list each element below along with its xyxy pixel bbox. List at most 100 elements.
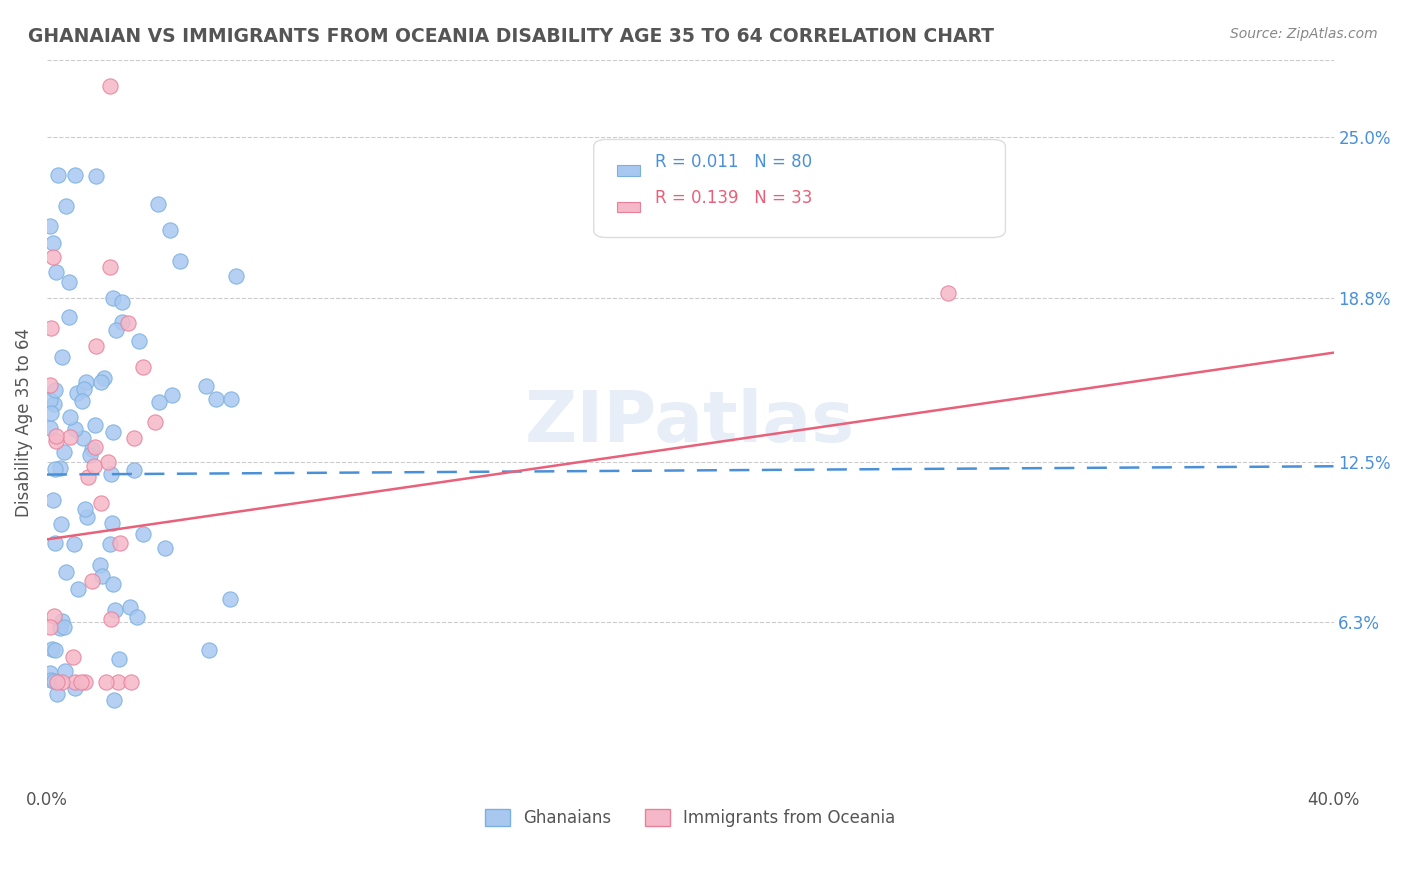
Ghanaians bbox=[55, 199, 77, 213]
Ghanaians bbox=[58, 275, 80, 289]
Immigrants from Oceania bbox=[42, 250, 65, 264]
Ghanaians bbox=[55, 566, 77, 580]
Ghanaians bbox=[105, 323, 128, 337]
Immigrants from Oceania bbox=[143, 415, 166, 429]
Text: Source: ZipAtlas.com: Source: ZipAtlas.com bbox=[1230, 27, 1378, 41]
Ghanaians bbox=[58, 310, 80, 324]
Ghanaians bbox=[73, 501, 96, 516]
Ghanaians bbox=[39, 673, 62, 688]
Ghanaians bbox=[65, 422, 87, 436]
Immigrants from Oceania bbox=[42, 608, 65, 623]
Ghanaians bbox=[132, 527, 155, 541]
Ghanaians bbox=[79, 448, 101, 462]
Immigrants from Oceania bbox=[120, 675, 142, 690]
Immigrants from Oceania bbox=[124, 430, 146, 444]
Ghanaians bbox=[44, 536, 66, 550]
Ghanaians bbox=[128, 334, 150, 348]
Ghanaians bbox=[49, 620, 72, 634]
Ghanaians bbox=[103, 692, 125, 706]
Immigrants from Oceania bbox=[73, 675, 96, 690]
Immigrants from Oceania bbox=[936, 285, 959, 300]
Ghanaians bbox=[219, 592, 242, 607]
Immigrants from Oceania bbox=[110, 535, 132, 549]
Ghanaians bbox=[62, 537, 84, 551]
Ghanaians bbox=[148, 196, 170, 211]
Ghanaians bbox=[195, 379, 218, 393]
Ghanaians bbox=[100, 516, 122, 530]
Immigrants from Oceania bbox=[98, 78, 121, 93]
Ghanaians bbox=[59, 410, 82, 425]
Immigrants from Oceania bbox=[45, 429, 67, 443]
Ghanaians bbox=[49, 461, 72, 475]
Ghanaians bbox=[52, 620, 75, 634]
Immigrants from Oceania bbox=[39, 620, 62, 634]
Ghanaians bbox=[52, 445, 75, 459]
Immigrants from Oceania bbox=[45, 434, 67, 449]
Ghanaians bbox=[39, 392, 62, 407]
Immigrants from Oceania bbox=[46, 675, 69, 690]
Immigrants from Oceania bbox=[96, 675, 118, 690]
Ghanaians bbox=[63, 168, 86, 182]
Ghanaians bbox=[205, 392, 228, 406]
FancyBboxPatch shape bbox=[617, 202, 640, 212]
Ghanaians bbox=[73, 382, 96, 396]
Ghanaians bbox=[219, 392, 242, 407]
Ghanaians bbox=[111, 295, 134, 310]
Immigrants from Oceania bbox=[65, 675, 87, 690]
Immigrants from Oceania bbox=[39, 320, 62, 334]
FancyBboxPatch shape bbox=[617, 165, 640, 176]
Immigrants from Oceania bbox=[62, 649, 84, 664]
Ghanaians bbox=[42, 397, 65, 411]
Ghanaians bbox=[100, 467, 122, 482]
Ghanaians bbox=[122, 463, 145, 477]
FancyBboxPatch shape bbox=[593, 139, 1005, 237]
Ghanaians bbox=[118, 600, 141, 615]
Ghanaians bbox=[84, 417, 107, 432]
Immigrants from Oceania bbox=[80, 574, 103, 589]
Ghanaians bbox=[160, 388, 183, 402]
Immigrants from Oceania bbox=[97, 455, 120, 469]
Ghanaians bbox=[72, 394, 94, 409]
Ghanaians bbox=[110, 315, 132, 329]
Immigrants from Oceania bbox=[39, 378, 62, 392]
Immigrants from Oceania bbox=[51, 675, 73, 690]
Immigrants from Oceania bbox=[83, 458, 105, 473]
Text: ZIPatlas: ZIPatlas bbox=[524, 388, 855, 458]
Immigrants from Oceania bbox=[107, 675, 129, 690]
Immigrants from Oceania bbox=[117, 316, 139, 330]
Immigrants from Oceania bbox=[98, 260, 121, 274]
Immigrants from Oceania bbox=[100, 612, 122, 626]
Ghanaians bbox=[84, 169, 107, 183]
Ghanaians bbox=[91, 569, 114, 583]
Legend: Ghanaians, Immigrants from Oceania: Ghanaians, Immigrants from Oceania bbox=[477, 801, 904, 836]
Ghanaians bbox=[197, 643, 219, 657]
Ghanaians bbox=[76, 509, 98, 524]
Ghanaians bbox=[51, 614, 73, 628]
Ghanaians bbox=[39, 421, 62, 435]
Ghanaians bbox=[45, 265, 67, 279]
Immigrants from Oceania bbox=[70, 675, 93, 690]
Ghanaians bbox=[42, 493, 65, 508]
Ghanaians bbox=[101, 291, 124, 305]
Ghanaians bbox=[45, 687, 67, 701]
Ghanaians bbox=[46, 169, 69, 183]
Ghanaians bbox=[80, 442, 103, 456]
Ghanaians bbox=[44, 642, 66, 657]
Text: GHANAIAN VS IMMIGRANTS FROM OCEANIA DISABILITY AGE 35 TO 64 CORRELATION CHART: GHANAIAN VS IMMIGRANTS FROM OCEANIA DISA… bbox=[28, 27, 994, 45]
Ghanaians bbox=[66, 386, 89, 401]
Ghanaians bbox=[103, 577, 125, 591]
Text: R = 0.139   N = 33: R = 0.139 N = 33 bbox=[655, 189, 813, 207]
Ghanaians bbox=[42, 235, 65, 250]
Ghanaians bbox=[66, 582, 89, 596]
Ghanaians bbox=[53, 664, 76, 678]
Ghanaians bbox=[90, 375, 112, 389]
Ghanaians bbox=[155, 541, 177, 555]
Ghanaians bbox=[89, 558, 111, 572]
Immigrants from Oceania bbox=[90, 496, 112, 510]
Ghanaians bbox=[39, 665, 62, 680]
Ghanaians bbox=[225, 268, 247, 283]
Ghanaians bbox=[39, 219, 62, 233]
Immigrants from Oceania bbox=[83, 440, 105, 454]
Ghanaians bbox=[51, 350, 73, 364]
Ghanaians bbox=[72, 431, 94, 445]
